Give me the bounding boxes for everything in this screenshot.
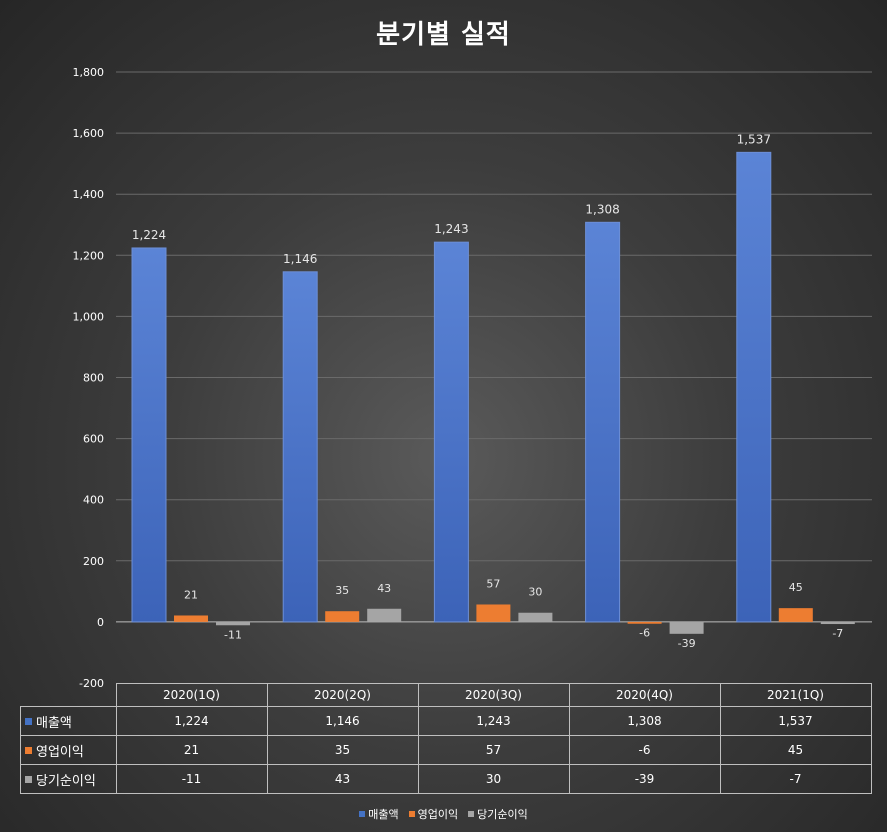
data-label: 1,243	[434, 222, 468, 236]
legend-item: 영업이익	[408, 806, 459, 822]
legend-item: 매출액	[359, 806, 399, 822]
data-label: 1,224	[132, 228, 166, 242]
series-name: 당기순이익	[36, 773, 96, 789]
data-labels: 1,224 1,146 1,243 1,308 1,537 21 35 57 -6 45 -11 43…	[132, 132, 843, 649]
data-label: 1,537	[737, 132, 771, 146]
table-row-header: 매출액	[20, 706, 117, 736]
table-cell: 45	[719, 735, 872, 765]
series-name: 매출액	[36, 715, 72, 731]
y-tick-label: 1,800	[73, 66, 105, 79]
bar-영업이익-2020(1Q)	[174, 615, 208, 622]
bar-당기순이익-2020(1Q)	[216, 621, 250, 626]
bar-영업이익-2020(2Q)	[325, 611, 360, 622]
legend-swatch	[25, 775, 32, 783]
legend-label: 당기순이익	[477, 808, 528, 821]
legend-swatch	[468, 811, 475, 817]
table-category-header: 2020(3Q)	[417, 683, 570, 707]
chart-title: 분기별 실적	[376, 20, 511, 50]
data-label: 1,146	[283, 252, 317, 266]
table-cell: -7	[719, 764, 872, 794]
data-label: 45	[789, 581, 803, 594]
legend-label: 영업이익	[417, 808, 459, 821]
bars	[131, 151, 855, 634]
table-cell: 1,243	[417, 706, 570, 736]
bar-당기순이익-2020(3Q)	[518, 612, 553, 622]
bar-매출액-2020(1Q)	[131, 247, 167, 623]
bar-매출액-2020(3Q)	[433, 241, 469, 623]
table-cell: 1,146	[266, 706, 419, 736]
legend-item: 당기순이익	[468, 806, 528, 822]
data-label: 1,308	[585, 202, 619, 216]
data-label: 43	[377, 582, 391, 595]
table-cell: -6	[568, 735, 721, 765]
y-tick-label: 800	[83, 372, 104, 385]
table-body: 매출액 1,224 1,146 1,243 1,308 1,537 영업이익 21 35 57 -6…	[20, 706, 872, 794]
legend-swatch	[359, 811, 366, 817]
table-cell: -11	[115, 764, 268, 794]
table-row-header: 영업이익	[20, 735, 117, 765]
table-corner	[20, 683, 117, 707]
table-cell: 1,308	[568, 706, 721, 736]
y-axis-tick-labels: -20002004006008001,0001,2001,4001,6001,8…	[73, 66, 105, 690]
data-label: -7	[832, 627, 843, 640]
data-label: -39	[678, 637, 696, 650]
bar-당기순이익-2021(1Q)	[820, 621, 855, 625]
table-cell: 1,224	[115, 706, 268, 736]
legend-swatch	[25, 746, 32, 754]
y-tick-label: 1,000	[73, 310, 105, 323]
table-cell: 43	[266, 764, 419, 794]
legend-label: 매출액	[368, 808, 399, 821]
table-cell: 21	[115, 735, 268, 765]
data-label: 35	[335, 584, 349, 597]
table-row-header: 당기순이익	[20, 764, 117, 794]
bar-영업이익-2021(1Q)	[778, 608, 813, 622]
table-row: 매출액 1,224 1,146 1,243 1,308 1,537	[20, 706, 872, 736]
table-row: 영업이익 21 35 57 -6 45	[20, 735, 872, 765]
legend-swatch	[408, 811, 415, 817]
bar-영업이익-2020(3Q)	[476, 604, 511, 622]
data-label: -11	[224, 628, 242, 641]
legend-swatch	[25, 717, 32, 725]
bar-당기순이익-2020(4Q)	[669, 621, 704, 634]
bar-영업이익-2020(4Q)	[627, 621, 662, 624]
y-tick-label: 0	[97, 616, 104, 629]
y-tick-label: 600	[83, 433, 104, 446]
table-category-header: 2020(2Q)	[266, 683, 419, 707]
table-category-header: 2021(1Q)	[719, 683, 872, 707]
bar-매출액-2020(4Q)	[585, 221, 621, 623]
y-tick-label: 1,200	[73, 249, 105, 262]
y-tick-label: 200	[83, 555, 104, 568]
bar-매출액-2021(1Q)	[736, 151, 772, 623]
table-category-header: 2020(1Q)	[115, 683, 268, 707]
legend: 매출액 영업이익 당기순이익	[0, 806, 887, 822]
table-row: 당기순이익 -11 43 30 -39 -7	[20, 764, 872, 794]
table-category-header: 2020(4Q)	[568, 683, 721, 707]
bar-당기순이익-2020(2Q)	[367, 608, 402, 622]
y-tick-label: 1,600	[73, 127, 105, 140]
series-name: 영업이익	[36, 744, 84, 760]
y-tick-label: 1,400	[73, 188, 105, 201]
table-header-row: 2020(1Q) 2020(2Q) 2020(3Q) 2020(4Q) 2021(1Q)	[20, 683, 872, 707]
table-cell: 57	[417, 735, 570, 765]
data-label: 30	[528, 586, 542, 599]
data-label: 57	[486, 577, 500, 590]
table-cell: 1,537	[719, 706, 872, 736]
data-label: -6	[639, 627, 650, 640]
data-table: 2020(1Q) 2020(2Q) 2020(3Q) 2020(4Q) 2021(1Q)…	[20, 683, 872, 794]
table-cell: -39	[568, 764, 721, 794]
table-cell: 35	[266, 735, 419, 765]
data-label: 21	[184, 588, 198, 601]
table-cell: 30	[417, 764, 570, 794]
bar-매출액-2020(2Q)	[282, 271, 318, 623]
y-tick-label: 400	[83, 494, 104, 507]
